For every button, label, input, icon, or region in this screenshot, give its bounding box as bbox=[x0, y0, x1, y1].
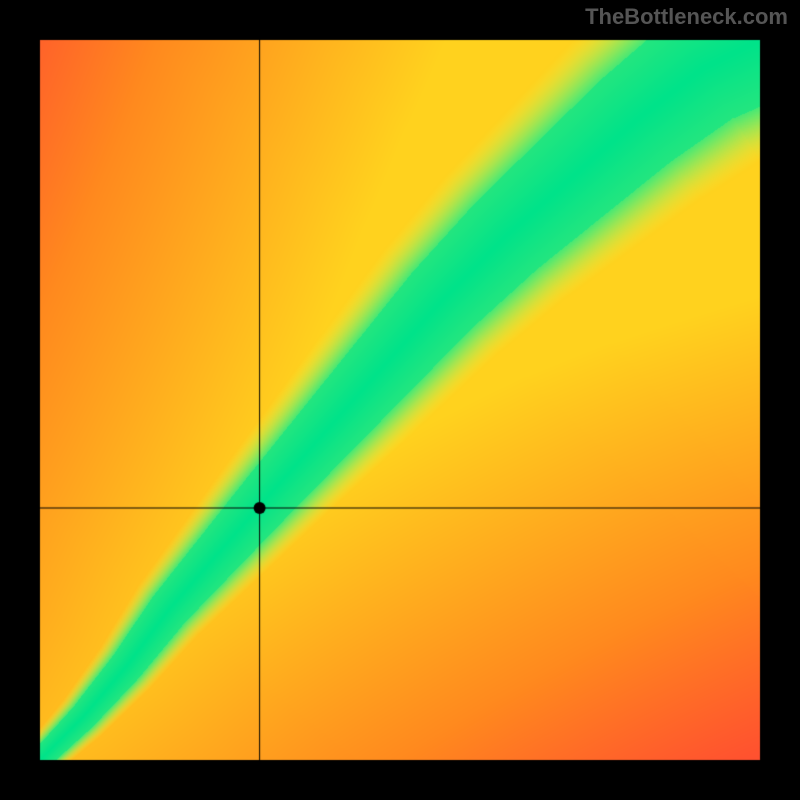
chart-container: TheBottleneck.com bbox=[0, 0, 800, 800]
site-watermark: TheBottleneck.com bbox=[585, 4, 788, 30]
heatmap-canvas bbox=[0, 0, 800, 800]
